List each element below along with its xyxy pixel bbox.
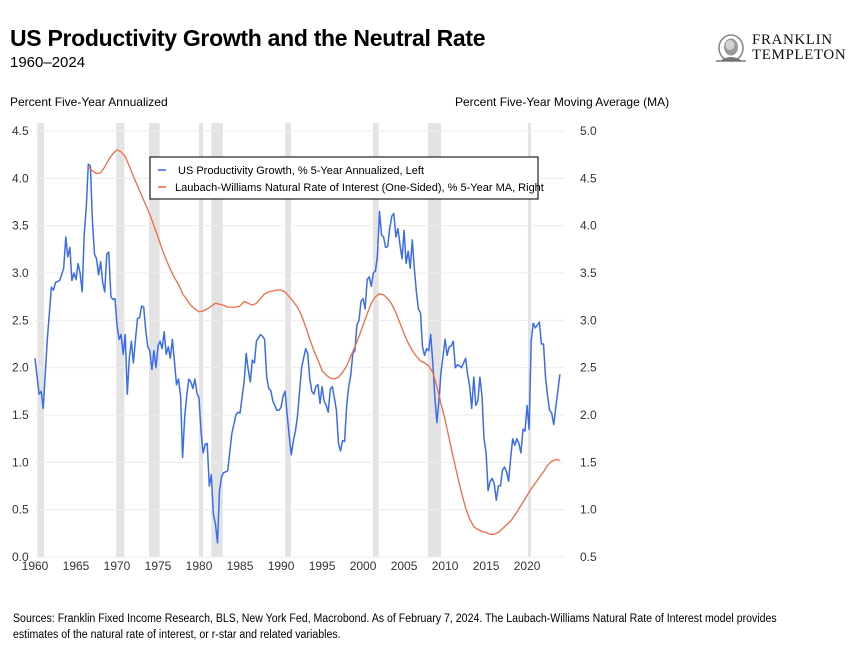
left-y-tick-label: 1.5 xyxy=(12,408,29,422)
x-tick-label: 1990 xyxy=(268,559,295,573)
right-axis-label: Percent Five-Year Moving Average (MA) xyxy=(455,95,670,109)
right-y-tick-label: 2.5 xyxy=(580,361,597,375)
chart-title: US Productivity Growth and the Neutral R… xyxy=(10,25,486,51)
franklin-templeton-logo: FRANKLIN TEMPLETON xyxy=(714,33,859,65)
left-y-tick-label: 2.0 xyxy=(12,361,29,375)
right-y-tick-label: 2.0 xyxy=(580,408,597,422)
right-y-tick-label: 1.0 xyxy=(580,503,597,517)
left-y-tick-label: 3.5 xyxy=(12,219,29,233)
x-tick-label: 1965 xyxy=(63,559,90,573)
recession-band xyxy=(37,123,45,557)
x-tick-label: 1995 xyxy=(309,559,336,573)
x-tick-label: 2020 xyxy=(514,559,541,573)
x-tick-label: 1980 xyxy=(186,559,213,573)
left-y-tick-label: 4.0 xyxy=(12,171,29,185)
x-tick-label: 1970 xyxy=(104,559,131,573)
productivity-growth-line xyxy=(34,163,561,544)
left-y-tick-label: 4.5 xyxy=(12,124,29,138)
logo-text: FRANKLIN TEMPLETON xyxy=(752,33,846,63)
sources-footnote: Sources: Franklin Fixed Income Research,… xyxy=(13,613,777,641)
x-tick-label: 1975 xyxy=(145,559,172,573)
x-axis-ticks: 1960 1965 1970 1975 1980 1985 1990 1995 2000 2005… xyxy=(22,559,541,573)
left-y-tick-label: 2.5 xyxy=(12,313,29,327)
legend: US Productivity Growth, % 5-Year Annuali… xyxy=(149,156,544,200)
recession-band xyxy=(285,123,291,557)
x-tick-label: 2010 xyxy=(432,559,459,573)
recession-band xyxy=(149,123,160,557)
right-y-tick-label: 4.5 xyxy=(580,171,597,185)
recession-band xyxy=(527,123,531,557)
chart-area: 0.0 0.5 1.0 1.5 2.0 2.5 3.0 3.5 4.0 4.5 0.5 1.0 1.5… xyxy=(12,123,597,573)
right-y-tick-label: 3.5 xyxy=(580,266,597,280)
legend-label-productivity: US Productivity Growth, % 5-Year Annuali… xyxy=(178,165,424,177)
x-tick-label: 1985 xyxy=(227,559,254,573)
logo-line1: FRANKLIN xyxy=(752,32,833,48)
productivity-growth-line-points xyxy=(34,164,560,544)
logo-line2: TEMPLETON xyxy=(752,47,847,63)
series-lines xyxy=(34,149,561,544)
left-axis-label: Percent Five-Year Annualized xyxy=(10,95,168,109)
left-y-tick-label: 1.0 xyxy=(12,455,29,469)
natural-rate-line xyxy=(87,149,561,535)
recession-band xyxy=(116,123,125,557)
x-tick-label: 2015 xyxy=(473,559,500,573)
right-y-tick-label: 5.0 xyxy=(580,124,597,138)
recession-band xyxy=(372,123,379,557)
right-y-tick-label: 4.0 xyxy=(580,219,597,233)
x-tick-label: 2000 xyxy=(350,559,377,573)
right-y-tick-label: 1.5 xyxy=(580,455,597,469)
benjamin-franklin-portrait-icon xyxy=(716,34,746,62)
recession-bands xyxy=(37,123,531,557)
left-axis-ticks: 0.0 0.5 1.0 1.5 2.0 2.5 3.0 3.5 4.0 4.5 xyxy=(12,124,29,564)
left-y-tick-label: 0.0 xyxy=(12,550,29,564)
left-y-tick-label: 0.5 xyxy=(12,503,29,517)
gridlines xyxy=(35,130,564,558)
right-y-tick-label: 3.0 xyxy=(580,313,597,327)
right-y-tick-label: 0.5 xyxy=(580,550,597,564)
x-tick-label: 2005 xyxy=(391,559,418,573)
legend-box xyxy=(149,156,539,200)
recession-band xyxy=(211,123,223,557)
recession-band xyxy=(427,123,441,557)
x-tick-label: 1960 xyxy=(22,559,49,573)
legend-label-natural-rate: Laubach-Williams Natural Rate of Interes… xyxy=(175,182,544,194)
right-axis-ticks: 0.5 1.0 1.5 2.0 2.5 3.0 3.5 4.0 4.5 5.0 xyxy=(580,124,597,564)
chart-subtitle: 1960–2024 xyxy=(10,54,86,71)
recession-band xyxy=(199,123,204,557)
left-y-tick-label: 3.0 xyxy=(12,266,29,280)
